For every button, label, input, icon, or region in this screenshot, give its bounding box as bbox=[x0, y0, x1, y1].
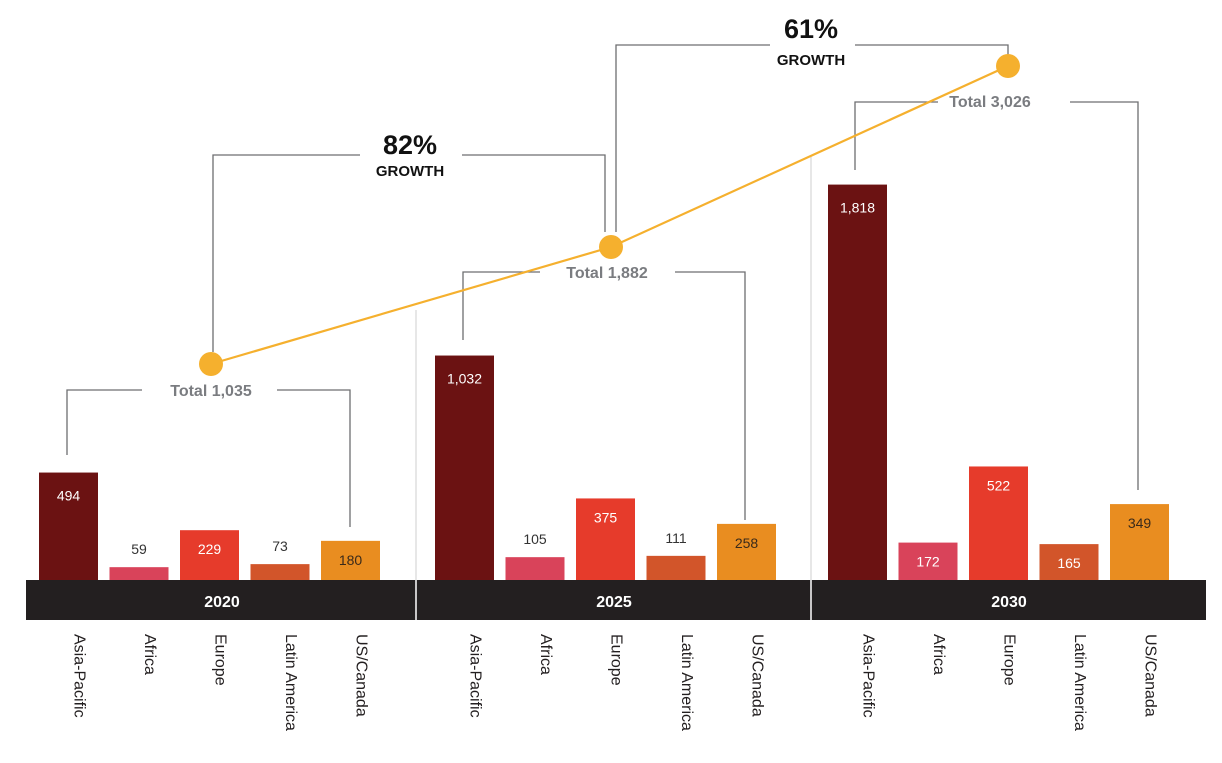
bar-2020-asia-pacific bbox=[39, 472, 98, 580]
category-tick-label: Latin America bbox=[678, 634, 695, 731]
category-tick-label: Africa bbox=[141, 634, 158, 675]
bar-value-label: 494 bbox=[57, 488, 81, 504]
growth-bracket bbox=[212, 154, 606, 352]
bar-2025-europe bbox=[576, 498, 635, 580]
category-tick-label: Africa bbox=[930, 634, 947, 675]
year-label: 2030 bbox=[991, 594, 1027, 611]
total-line bbox=[210, 64, 1009, 366]
bar-value-label: 522 bbox=[987, 477, 1011, 493]
total-bracket bbox=[66, 389, 351, 527]
total-point bbox=[599, 235, 623, 259]
category-tick-label: Africa bbox=[537, 634, 554, 675]
bar-2025-latin-america bbox=[646, 555, 706, 580]
bar-2025-africa bbox=[505, 557, 565, 580]
growth-label: GROWTH bbox=[777, 52, 845, 69]
total-label: Total 1,035 bbox=[170, 383, 252, 400]
bar-value-label: 1,032 bbox=[447, 371, 482, 387]
bar-2025-us-canada bbox=[717, 523, 776, 580]
bar-value-label: 59 bbox=[131, 541, 147, 557]
bar-2030-latin-america bbox=[1039, 544, 1099, 580]
growth-label: GROWTH bbox=[376, 163, 444, 180]
growth-bracket bbox=[615, 44, 1009, 232]
bar-value-label: 349 bbox=[1128, 515, 1152, 531]
total-point bbox=[996, 54, 1020, 78]
category-tick-label: Asia-Pacific bbox=[860, 634, 877, 718]
bar-value-label: 165 bbox=[1057, 555, 1081, 571]
category-tick-label: Asia-Pacific bbox=[467, 634, 484, 718]
total-label: Total 1,882 bbox=[566, 265, 648, 282]
category-tick-label: Latin America bbox=[282, 634, 299, 731]
bar-2020-europe bbox=[180, 530, 239, 580]
category-tick-label: Europe bbox=[608, 634, 625, 686]
bar-value-label: 375 bbox=[594, 509, 618, 525]
bar-value-label: 111 bbox=[665, 530, 686, 546]
growth-percent: 82% bbox=[383, 130, 437, 160]
year-band bbox=[26, 580, 1206, 620]
category-tick-label: Europe bbox=[1001, 634, 1018, 686]
category-tick-label: US/Canada bbox=[353, 634, 370, 717]
bar-2020-latin-america bbox=[250, 564, 310, 580]
total-bracket bbox=[462, 271, 746, 520]
total-bracket bbox=[854, 101, 1139, 490]
bar-value-label: 229 bbox=[198, 541, 222, 557]
bar-2030-europe bbox=[969, 466, 1028, 580]
bar-value-label: 105 bbox=[523, 531, 547, 547]
category-tick-label: US/Canada bbox=[749, 634, 766, 717]
year-label: 2020 bbox=[204, 594, 240, 611]
growth-percent: 61% bbox=[784, 14, 838, 44]
category-tick-label: Asia-Pacific bbox=[71, 634, 88, 718]
bar-value-label: 180 bbox=[339, 552, 363, 568]
category-tick-label: Europe bbox=[212, 634, 229, 686]
bar-value-label: 1,818 bbox=[840, 200, 875, 216]
total-label: Total 3,026 bbox=[949, 94, 1031, 111]
bar-2025-asia-pacific bbox=[435, 355, 494, 580]
bar-value-label: 258 bbox=[735, 535, 759, 551]
total-point bbox=[199, 352, 223, 376]
category-tick-label: US/Canada bbox=[1142, 634, 1159, 717]
bar-2030-asia-pacific bbox=[828, 184, 887, 580]
bar-2020-us-canada bbox=[321, 540, 380, 580]
bar-value-label: 73 bbox=[272, 538, 288, 554]
bar-2030-africa bbox=[898, 542, 958, 580]
year-label: 2025 bbox=[596, 594, 632, 611]
bar-2030-us-canada bbox=[1110, 504, 1169, 580]
bar-2020-africa bbox=[109, 567, 169, 580]
category-tick-label: Latin America bbox=[1071, 634, 1088, 731]
bar-value-label: 172 bbox=[916, 554, 940, 570]
